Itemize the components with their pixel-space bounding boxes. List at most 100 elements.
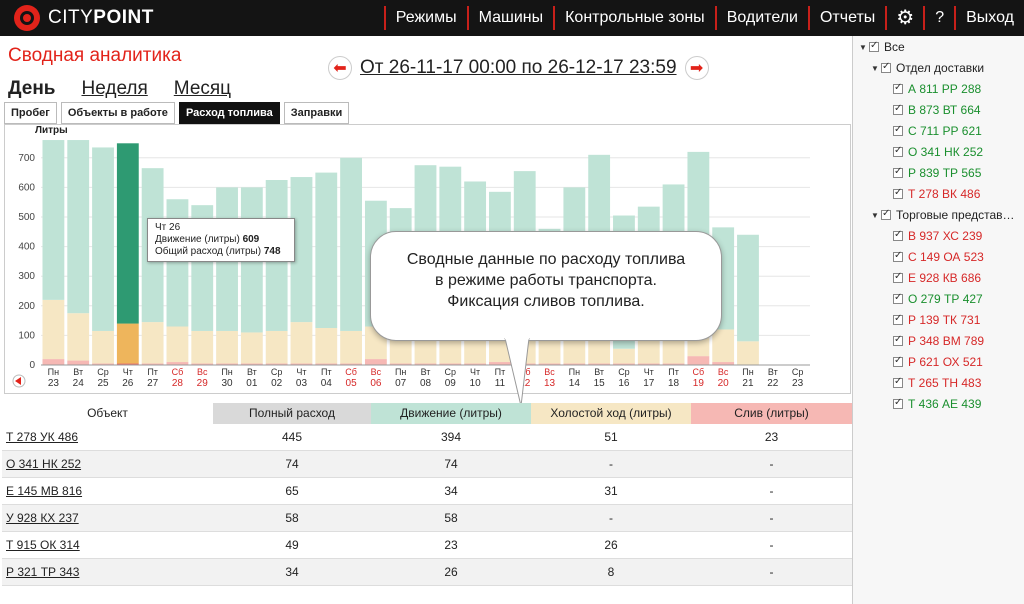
tree-vehicle[interactable]: С 711 РР 621	[893, 124, 982, 138]
bar-drain[interactable]	[414, 363, 437, 365]
tab-fuel-consumption[interactable]: Расход топлива	[178, 102, 280, 124]
bar-movement[interactable]	[42, 140, 65, 300]
bar-drain[interactable]	[290, 363, 313, 365]
checkbox[interactable]	[869, 40, 879, 52]
bar-idle[interactable]	[92, 330, 114, 364]
checkbox[interactable]	[893, 355, 903, 367]
table-row[interactable]: У 928 КХ 237 58 58 - -	[2, 505, 852, 532]
nav-modes[interactable]: Режимы	[383, 6, 467, 30]
bar-drain[interactable]	[116, 363, 139, 365]
header-idle[interactable]: Холостой ход (литры)	[531, 403, 691, 424]
tree-group[interactable]: ▼ Отдел доставки	[871, 61, 984, 75]
bar-drain[interactable]	[265, 363, 288, 365]
bar-idle[interactable]	[265, 330, 288, 364]
tab-mileage[interactable]: Пробег	[4, 102, 57, 124]
bar-drain[interactable]	[712, 362, 735, 365]
checkbox[interactable]	[893, 229, 903, 241]
object-link[interactable]: Р 321 ТР 343	[6, 565, 80, 579]
checkbox[interactable]	[893, 271, 903, 283]
bar-idle[interactable]	[340, 330, 362, 364]
tab-day[interactable]: День	[8, 78, 56, 99]
date-range-text[interactable]: От 26-11-17 00:00 по 26-12-17 23:59	[360, 57, 677, 78]
bar-drain[interactable]	[216, 363, 238, 365]
table-row[interactable]: Е 145 МВ 816 65 34 31 -	[2, 478, 852, 505]
bar-idle[interactable]	[216, 330, 238, 364]
bar-movement[interactable]	[340, 157, 362, 331]
bar-drain[interactable]	[191, 363, 214, 365]
tree-vehicle[interactable]: О 341 НК 252	[893, 145, 983, 159]
tree-vehicle[interactable]: Е 928 КВ 686	[893, 271, 981, 285]
bar-movement[interactable]	[92, 147, 114, 331]
tab-week[interactable]: Неделя	[81, 78, 148, 99]
bar-idle[interactable]	[116, 323, 139, 364]
table-row[interactable]: Р 321 ТР 343 34 26 8 -	[2, 559, 852, 586]
gear-icon[interactable]: ⚙	[885, 6, 923, 30]
bar-movement[interactable]	[315, 172, 338, 328]
bar-idle[interactable]	[240, 332, 263, 364]
checkbox[interactable]	[893, 397, 903, 409]
bar-idle[interactable]	[538, 333, 561, 364]
header-object[interactable]: Объект	[2, 403, 213, 424]
bar-drain[interactable]	[42, 359, 65, 365]
bar-movement[interactable]	[290, 177, 313, 323]
bar-drain[interactable]	[662, 363, 685, 365]
expand-toggle-icon[interactable]: ▼	[871, 63, 879, 73]
tree-vehicle[interactable]: О 279 ТР 427	[893, 292, 983, 306]
checkbox[interactable]	[893, 313, 903, 325]
bar-movement[interactable]	[737, 234, 759, 342]
bar-movement[interactable]	[67, 140, 90, 314]
bar-idle[interactable]	[712, 329, 735, 363]
tree-vehicle[interactable]: А 811 РР 288	[893, 82, 981, 96]
object-link[interactable]: Т 915 ОК 314	[6, 538, 80, 552]
bar-movement[interactable]	[116, 143, 139, 324]
checkbox[interactable]	[893, 124, 903, 136]
nav-vehicles[interactable]: Машины	[466, 6, 554, 30]
tree-vehicle[interactable]: Т 436 АЕ 439	[893, 397, 981, 411]
nav-control-zones[interactable]: Контрольные зоны	[553, 6, 715, 30]
bar-drain[interactable]	[489, 362, 511, 365]
bar-drain[interactable]	[340, 363, 362, 365]
bar-drain[interactable]	[166, 362, 189, 365]
bar-idle[interactable]	[141, 322, 164, 364]
bar-drain[interactable]	[315, 363, 338, 365]
tree-vehicle[interactable]: В 873 ВТ 664	[893, 103, 981, 117]
table-row[interactable]: Т 278 УК 486 445 394 51 23	[2, 424, 852, 451]
checkbox[interactable]	[893, 166, 903, 178]
bar-drain[interactable]	[637, 363, 660, 365]
checkbox[interactable]	[893, 187, 903, 199]
bar-idle[interactable]	[166, 326, 189, 363]
bar-drain[interactable]	[141, 363, 164, 365]
bar-drain[interactable]	[439, 363, 462, 365]
tree-group[interactable]: ▼ Торговые представ…	[871, 208, 1015, 222]
checkbox[interactable]	[881, 208, 891, 220]
checkbox[interactable]	[893, 376, 903, 388]
help-button[interactable]: ?	[923, 6, 954, 30]
tab-objects-in-work[interactable]: Объекты в работе	[60, 102, 175, 124]
nav-reports[interactable]: Отчеты	[807, 6, 885, 30]
bar-idle[interactable]	[613, 348, 635, 364]
tree-vehicle[interactable]: В 937 ХС 239	[893, 229, 982, 243]
object-link[interactable]: Т 278 УК 486	[6, 430, 78, 444]
bar-idle[interactable]	[191, 330, 214, 364]
logout-button[interactable]: Выход	[954, 6, 1024, 30]
bar-idle[interactable]	[42, 299, 65, 360]
bar-drain[interactable]	[67, 360, 90, 365]
tab-month[interactable]: Месяц	[173, 78, 232, 99]
expand-toggle-icon[interactable]: ▼	[859, 42, 867, 52]
bar-idle[interactable]	[737, 341, 759, 365]
bar-drain[interactable]	[613, 363, 635, 365]
chart-scroll-left-icon[interactable]	[12, 374, 26, 388]
object-link[interactable]: У 928 КХ 237	[6, 511, 79, 525]
bar-idle[interactable]	[290, 322, 313, 364]
tree-vehicle[interactable]: Т 265 ТН 483	[893, 376, 981, 390]
tree-vehicle[interactable]: С 149 ОА 523	[893, 250, 984, 264]
object-link[interactable]: О 341 НК 252	[6, 457, 82, 471]
checkbox[interactable]	[893, 82, 903, 94]
nav-drivers[interactable]: Водители	[714, 6, 808, 30]
bar-drain[interactable]	[687, 356, 710, 365]
bar-drain[interactable]	[92, 363, 114, 365]
checkbox[interactable]	[881, 61, 891, 73]
bar-drain[interactable]	[588, 363, 611, 365]
checkbox[interactable]	[893, 103, 903, 115]
header-total[interactable]: Полный расход	[213, 403, 371, 424]
